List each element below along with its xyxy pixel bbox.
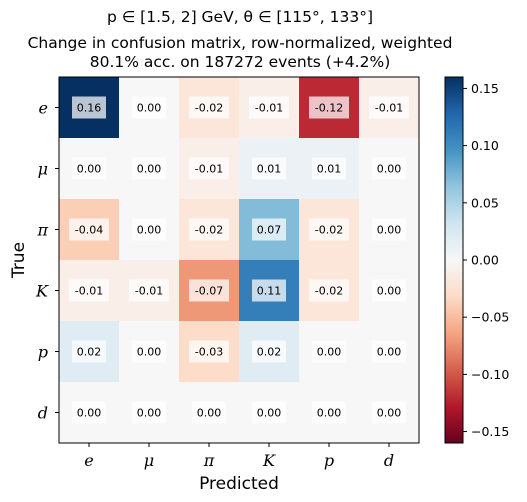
cell-value-label: -0.01 [195,163,223,176]
cell-label-box [309,218,349,241]
cell-label-box [252,218,286,241]
y-axis-label: True [9,242,29,279]
cell-label-box [309,279,349,302]
cell-value-label: -0.02 [195,224,223,237]
cell-value-label: 0.00 [137,224,162,237]
y-tick-label: d [38,404,48,423]
cell-label-box [312,401,346,424]
cell-label-box [132,218,166,241]
cell-label-box [312,157,346,180]
chart-title-line-3: 80.1% acc. on 187272 events (+4.2%) [89,53,391,71]
y-tick-label: μ [38,160,48,179]
x-tick-label: d [384,451,394,470]
cell-label-box [72,340,106,363]
cell-value-label: -0.01 [135,285,163,298]
cell-label-box [132,340,166,363]
x-tick-label: μ [144,451,154,470]
cell-value-label: -0.03 [195,346,223,359]
colorbar-tick-label: 0.10 [471,138,499,153]
x-tick-label: p [324,451,334,470]
cell-label-box [372,218,406,241]
cell-label-box [132,401,166,424]
cell-value-label: 0.01 [257,163,282,176]
cell-label-box [372,279,406,302]
y-tick-label: e [39,99,48,118]
plot-frame [58,76,420,444]
x-tick-label: K [262,451,276,470]
colorbar-tick-label: −0.05 [471,310,509,325]
cell-value-label: -0.04 [75,224,103,237]
cell-label-box [189,279,229,302]
cell-label-box [189,218,229,241]
cell-value-label: 0.00 [257,407,282,420]
cell-value-label: 0.02 [77,346,102,359]
cell-label-box [309,96,349,119]
cell-value-label: -0.02 [315,285,343,298]
y-tick-label: K [35,282,49,301]
colorbar-tick-label: 0.05 [471,195,499,210]
cell-value-label: -0.01 [255,102,283,115]
cell-value-label: 0.00 [317,346,342,359]
cell-label-box [312,340,346,363]
cell-value-label: 0.00 [377,407,402,420]
cell-label-box [129,279,169,302]
cell-value-label: 0.00 [377,163,402,176]
cell-value-label: 0.07 [257,224,282,237]
cell-label-box [249,96,289,119]
colorbar [444,76,464,444]
cell-value-label: 0.00 [137,407,162,420]
cell-value-label: 0.00 [377,346,402,359]
cell-label-box [252,401,286,424]
cell-value-label: -0.01 [75,285,103,298]
cell-label-box [189,157,229,180]
colorbar-tick-label: 0.00 [471,253,499,268]
cell-value-label: 0.00 [137,346,162,359]
cell-value-label: -0.02 [315,224,343,237]
cell-label-box [192,401,226,424]
colorbar-tick-label: −0.15 [471,424,509,439]
colorbar-tick-label: −0.10 [471,367,509,382]
cell-label-box [72,157,106,180]
cell-label-box [252,157,286,180]
cell-label-box [72,401,106,424]
chart-title-line-1: p ∈ [1.5, 2] GeV, θ ∈ [115°, 133°] [106,8,374,26]
cell-label-box [372,340,406,363]
cell-label-box [132,157,166,180]
cell-value-label: -0.02 [195,102,223,115]
cell-value-label: 0.00 [377,285,402,298]
x-tick-label: e [84,451,93,470]
cell-label-box [372,401,406,424]
cell-label-box [189,96,229,119]
cell-value-label: 0.00 [77,407,102,420]
cell-value-label: -0.12 [315,102,343,115]
cell-label-box [69,279,109,302]
cell-value-label: 0.00 [137,102,162,115]
cell-label-box [72,96,106,119]
cell-value-label: 0.16 [77,102,102,115]
colorbar-tick-label: 0.15 [471,81,499,96]
cell-value-label: 0.00 [137,163,162,176]
cell-value-label: 0.01 [317,163,342,176]
cell-value-label: 0.11 [257,285,282,298]
cell-value-label: -0.07 [195,285,223,298]
y-tick-label: π [36,221,48,240]
cell-value-label: 0.00 [317,407,342,420]
cell-label-box [372,157,406,180]
cell-label-box [369,96,409,119]
cell-label-box [189,340,229,363]
x-tick-label: π [203,451,215,470]
chart-title-line-2: Change in confusion matrix, row-normaliz… [27,34,453,52]
cell-value-label: 0.00 [197,407,222,420]
cell-value-label: 0.00 [377,224,402,237]
cell-label-box [69,218,109,241]
y-tick-label: p [38,343,48,362]
cell-label-box [132,96,166,119]
x-axis-label: Predicted [199,474,279,494]
cell-value-label: 0.02 [257,346,282,359]
cell-value-label: 0.00 [77,163,102,176]
cell-value-label: -0.01 [375,102,403,115]
cell-label-box [252,340,286,363]
cell-label-box [252,279,286,302]
